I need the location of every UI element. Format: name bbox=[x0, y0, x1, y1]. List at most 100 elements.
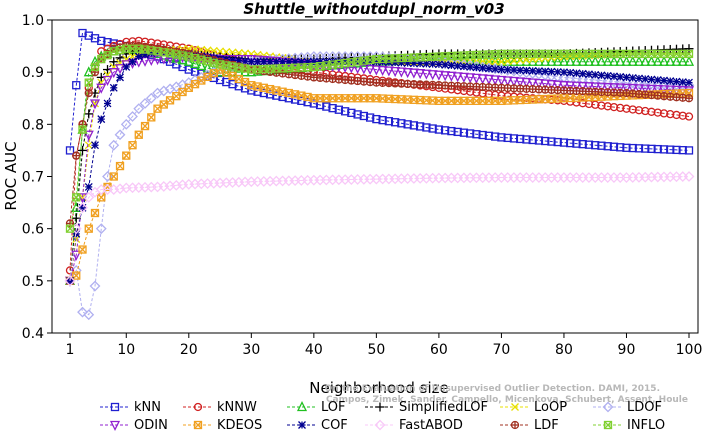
legend-item-inflo: INFLO bbox=[593, 418, 665, 433]
series-line-fastabod bbox=[69, 176, 690, 281]
data-point-lof bbox=[602, 55, 613, 66]
data-point-odin bbox=[114, 64, 126, 75]
data-point-lof bbox=[615, 55, 626, 66]
data-point-cof bbox=[578, 69, 587, 78]
x-tick-label: 100 bbox=[676, 342, 702, 358]
data-point-cof bbox=[672, 77, 681, 86]
data-point-odin bbox=[415, 69, 426, 80]
data-point-odin bbox=[521, 77, 532, 89]
data-point-knnw bbox=[609, 102, 619, 112]
data-point-knn bbox=[641, 144, 650, 153]
data-point-cof bbox=[541, 67, 550, 76]
data-point-ldof bbox=[145, 92, 157, 104]
data-point-odin bbox=[452, 72, 463, 83]
plot-area: 0.4 0.5 0.6 0.7 0.8 0.9 1.0 1 10 20 30 40 50 60 70 80 90… bbox=[22, 13, 702, 358]
data-point-ldof bbox=[496, 64, 507, 75]
x-tick-label: 1 bbox=[66, 342, 75, 358]
legend-item-lof: LOF bbox=[287, 400, 346, 415]
data-point-cof bbox=[472, 63, 481, 72]
data-point-ldof bbox=[83, 309, 95, 321]
data-point-lof bbox=[558, 55, 570, 66]
data-point-lof bbox=[677, 55, 688, 66]
data-point-knn bbox=[472, 130, 481, 139]
data-point-odin bbox=[483, 74, 494, 85]
data-point-lof bbox=[671, 55, 682, 66]
data-point-knn bbox=[509, 134, 519, 143]
data-point-loop bbox=[478, 57, 487, 66]
data-point-knn bbox=[603, 142, 612, 151]
data-point-odin bbox=[465, 73, 476, 84]
y-tick-label: 0.7 bbox=[22, 170, 44, 186]
data-point-odin bbox=[396, 67, 407, 78]
data-point-knn bbox=[672, 145, 681, 155]
data-point-cof bbox=[109, 83, 118, 92]
data-point-knn bbox=[609, 142, 619, 151]
data-point-kdeos bbox=[115, 161, 125, 171]
data-point-odin bbox=[596, 82, 607, 93]
data-point-knnw bbox=[591, 100, 600, 109]
series-knn bbox=[65, 28, 694, 155]
data-point-loop bbox=[509, 56, 518, 65]
data-point-knnw bbox=[666, 110, 675, 119]
data-point-cof bbox=[653, 76, 662, 84]
data-point-kdeos bbox=[122, 151, 131, 160]
data-point-lof bbox=[546, 55, 557, 66]
data-point-cof bbox=[441, 60, 450, 69]
data-point-knn bbox=[478, 130, 487, 140]
data-point-knn bbox=[397, 119, 406, 128]
data-point-knn bbox=[484, 131, 494, 140]
data-point-knn bbox=[97, 36, 106, 46]
data-point-odin bbox=[402, 68, 413, 79]
data-point-loop bbox=[203, 46, 212, 55]
data-point-odin bbox=[508, 76, 519, 87]
data-point-knn bbox=[409, 121, 419, 130]
legend-marker-fastabod bbox=[374, 419, 386, 431]
x-tick-label: 80 bbox=[555, 342, 573, 358]
data-point-inflo bbox=[90, 62, 100, 72]
data-point-cof bbox=[584, 70, 593, 79]
data-point-cof bbox=[122, 62, 131, 71]
data-point-knn bbox=[678, 146, 687, 155]
data-point-cof bbox=[278, 57, 287, 66]
data-point-knn bbox=[628, 143, 637, 153]
data-point-simplifiedlof bbox=[115, 53, 125, 63]
data-point-cof bbox=[547, 67, 556, 76]
data-point-knn bbox=[578, 140, 587, 149]
data-point-cof bbox=[478, 64, 487, 72]
data-point-kdeos bbox=[128, 141, 137, 150]
x-tick-label: 40 bbox=[305, 342, 323, 358]
legend-label-cof: COF bbox=[321, 418, 348, 433]
data-point-knn bbox=[516, 134, 525, 144]
legend-item-kdeos: KDEOS bbox=[183, 418, 262, 433]
data-point-knn bbox=[403, 120, 412, 129]
data-point-cof bbox=[253, 57, 262, 66]
data-point-loop bbox=[197, 45, 206, 54]
data-point-inflo bbox=[72, 193, 81, 202]
data-point-cof bbox=[272, 57, 281, 66]
legend-label-simplifiedlof: SimplifiedLOF bbox=[399, 400, 488, 415]
x-tick-label: 10 bbox=[117, 342, 135, 358]
data-point-knn bbox=[559, 138, 569, 147]
data-point-loop bbox=[84, 141, 93, 150]
data-point-knn bbox=[659, 145, 669, 154]
data-point-lof bbox=[483, 55, 494, 66]
data-point-lof bbox=[508, 55, 519, 66]
data-point-lof bbox=[577, 55, 588, 66]
data-point-simplifiedlof bbox=[71, 213, 81, 223]
data-point-knn bbox=[334, 105, 344, 114]
data-point-cof bbox=[616, 72, 625, 81]
data-point-cof bbox=[628, 73, 637, 82]
data-point-loop bbox=[228, 48, 237, 57]
legend-marker-lof bbox=[296, 401, 308, 412]
data-point-kdeos bbox=[97, 193, 106, 202]
data-point-cof bbox=[559, 68, 568, 77]
legend-label-fastabod: FastABOD bbox=[399, 418, 463, 433]
x-axis-title: Neighborhood size bbox=[309, 379, 448, 397]
data-point-odin bbox=[233, 54, 244, 66]
data-point-cof bbox=[491, 65, 500, 73]
data-point-cof bbox=[459, 62, 468, 71]
data-point-knn bbox=[184, 65, 193, 74]
data-point-odin bbox=[152, 54, 163, 66]
legend-item-knn: kNN bbox=[100, 400, 161, 415]
